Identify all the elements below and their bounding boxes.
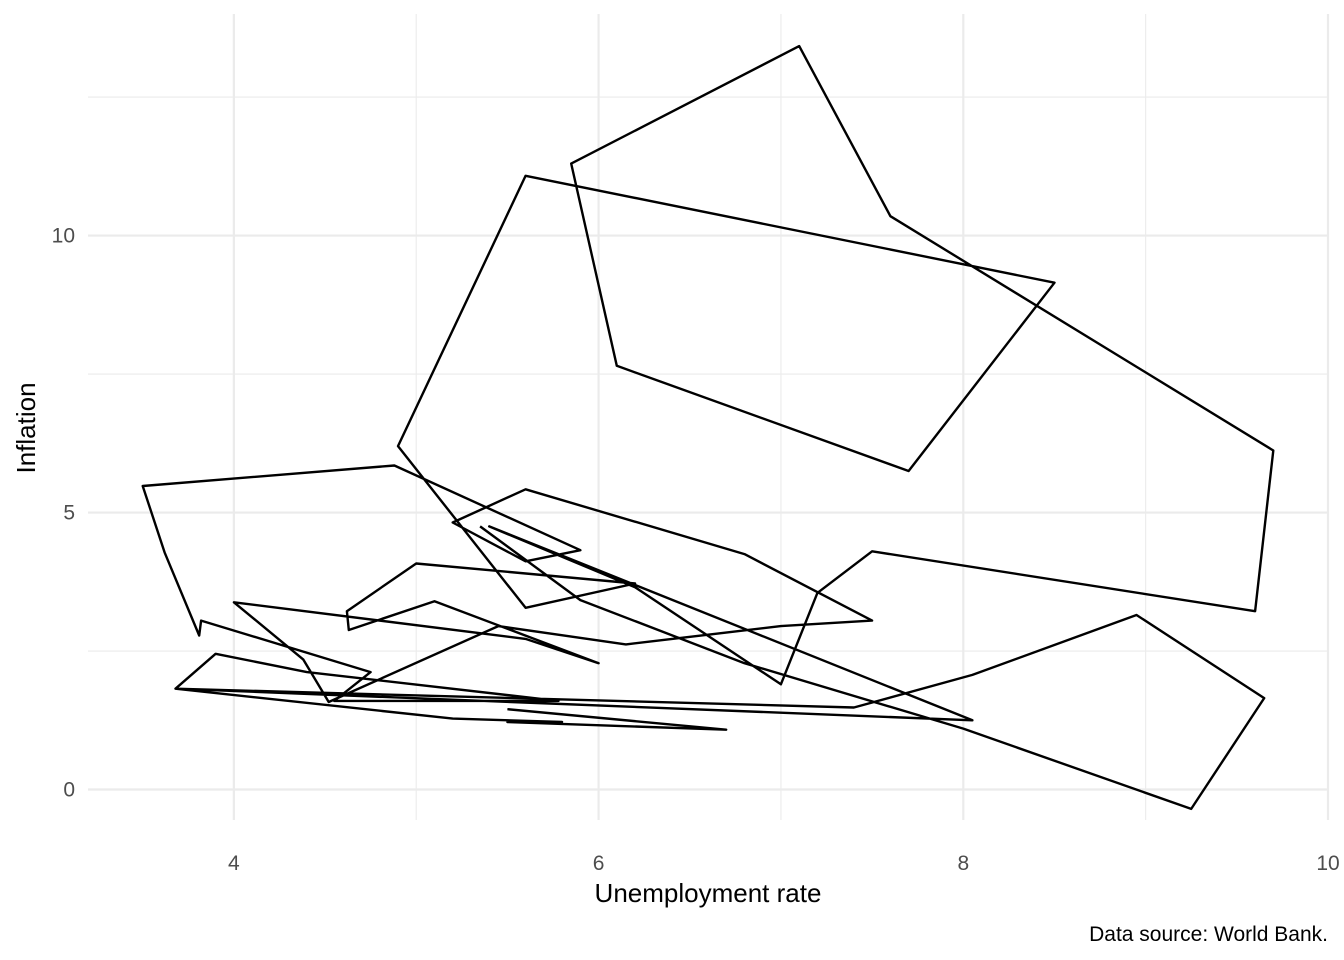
series-layer bbox=[141, 44, 1275, 811]
x-tick-label: 10 bbox=[1316, 852, 1339, 875]
major-gridlines bbox=[88, 14, 1330, 820]
series-line bbox=[141, 44, 1275, 811]
x-axis-title: Unemployment rate bbox=[595, 878, 822, 908]
x-tick-label: 4 bbox=[228, 852, 240, 875]
x-tick-label: 6 bbox=[593, 852, 605, 875]
y-tick-label: 10 bbox=[52, 225, 75, 248]
y-axis-title: Inflation bbox=[11, 382, 41, 473]
x-tick-label: 8 bbox=[957, 852, 969, 875]
tick-labels: 4 6 8 10 0 5 10 bbox=[52, 225, 1340, 875]
y-tick-label: 5 bbox=[63, 502, 75, 525]
chart-caption: Data source: World Bank. bbox=[1089, 923, 1328, 946]
y-tick-label: 0 bbox=[63, 779, 75, 802]
